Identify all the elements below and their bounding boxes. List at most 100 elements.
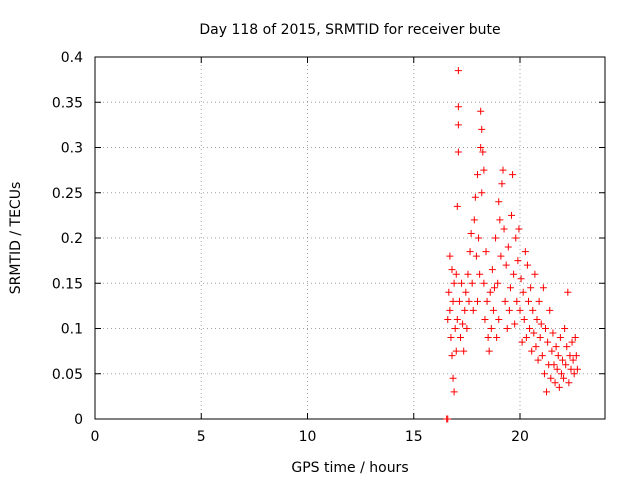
y-tick-label: 0.4 — [61, 50, 83, 66]
data-point — [526, 325, 534, 332]
data-point — [474, 171, 481, 179]
data-point — [448, 266, 456, 274]
data-point — [563, 343, 571, 351]
data-point — [573, 365, 581, 373]
data-point — [486, 288, 494, 296]
data-point — [471, 193, 479, 201]
axis-ticks: 0 5 10 15 20 0 0.05 0.1 0.15 0.2 0.25 0.3 0.35 0.4 — [52, 50, 605, 445]
data-point — [539, 284, 547, 292]
x-tick-label: 15 — [405, 429, 423, 445]
data-point — [531, 270, 539, 278]
data-point — [511, 320, 519, 328]
data-point — [552, 343, 560, 351]
y-tick-label: 0.1 — [61, 322, 83, 338]
data-point — [452, 347, 460, 355]
data-point — [536, 334, 544, 342]
data-point — [453, 315, 461, 323]
data-point — [454, 121, 462, 129]
data-point — [455, 297, 463, 305]
data-point — [530, 329, 538, 337]
data-point — [557, 370, 565, 378]
grid-lines — [95, 57, 605, 419]
data-point — [461, 306, 469, 314]
y-tick-label: 0 — [74, 412, 83, 428]
data-point — [505, 306, 513, 314]
data-point — [499, 166, 507, 174]
data-point — [506, 284, 514, 292]
data-point — [472, 252, 480, 260]
data-point — [500, 225, 508, 233]
data-point — [543, 388, 551, 396]
data-point — [518, 338, 526, 346]
data-point — [463, 325, 471, 332]
data-point — [483, 297, 491, 305]
data-point — [449, 297, 457, 305]
data-point — [460, 347, 468, 355]
data-point — [480, 279, 488, 287]
data-point — [528, 347, 536, 355]
data-point — [517, 275, 525, 283]
data-point — [522, 334, 530, 342]
data-point — [549, 329, 557, 337]
data-point — [467, 229, 475, 237]
data-point — [468, 279, 476, 287]
data-point — [547, 374, 555, 382]
data-point — [546, 306, 554, 314]
data-point — [572, 352, 580, 360]
data-point — [514, 257, 522, 265]
data-point — [527, 284, 535, 292]
data-point — [454, 67, 462, 75]
data-point — [553, 365, 561, 373]
data-point — [570, 370, 578, 378]
data-point — [491, 284, 498, 292]
data-point — [521, 248, 529, 256]
data-point — [469, 306, 477, 314]
data-point — [520, 315, 528, 323]
data-point — [568, 338, 576, 346]
data-point — [571, 334, 579, 342]
data-point — [523, 261, 531, 269]
data-point — [537, 320, 545, 328]
data-point — [493, 334, 501, 342]
data-point — [447, 334, 455, 342]
data-point — [454, 148, 462, 156]
data-point — [453, 202, 461, 210]
x-tick-label: 0 — [91, 429, 100, 445]
data-point — [548, 347, 556, 355]
data-point — [444, 315, 452, 323]
data-point — [544, 338, 552, 346]
data-point — [551, 379, 559, 387]
data-point — [542, 325, 549, 332]
data-point — [445, 288, 453, 296]
data-point — [484, 334, 492, 342]
chart-title: Day 118 of 2015, SRMTID for receiver but… — [199, 22, 500, 38]
data-point — [560, 374, 568, 382]
data-point — [457, 334, 464, 342]
data-point — [502, 261, 510, 269]
data-point — [532, 343, 540, 351]
data-point — [492, 234, 500, 242]
data-point — [509, 171, 517, 179]
data-point — [454, 103, 462, 111]
data-point — [513, 297, 521, 305]
data-point — [446, 252, 454, 260]
y-tick-label: 0.05 — [52, 367, 83, 383]
data-point — [498, 180, 506, 188]
data-point — [450, 279, 458, 287]
data-point — [535, 297, 543, 305]
data-point — [550, 361, 558, 369]
data-point — [503, 325, 511, 332]
data-point — [475, 234, 483, 242]
data-point — [450, 388, 458, 396]
data-point — [476, 270, 484, 278]
data-point — [556, 334, 564, 342]
data-point — [555, 383, 563, 391]
data-point — [569, 356, 577, 364]
data-point — [489, 306, 497, 314]
data-point — [519, 288, 527, 296]
data-point — [462, 288, 470, 296]
y-tick-label: 0.35 — [52, 95, 83, 111]
data-point — [540, 370, 548, 378]
data-point — [446, 306, 454, 314]
